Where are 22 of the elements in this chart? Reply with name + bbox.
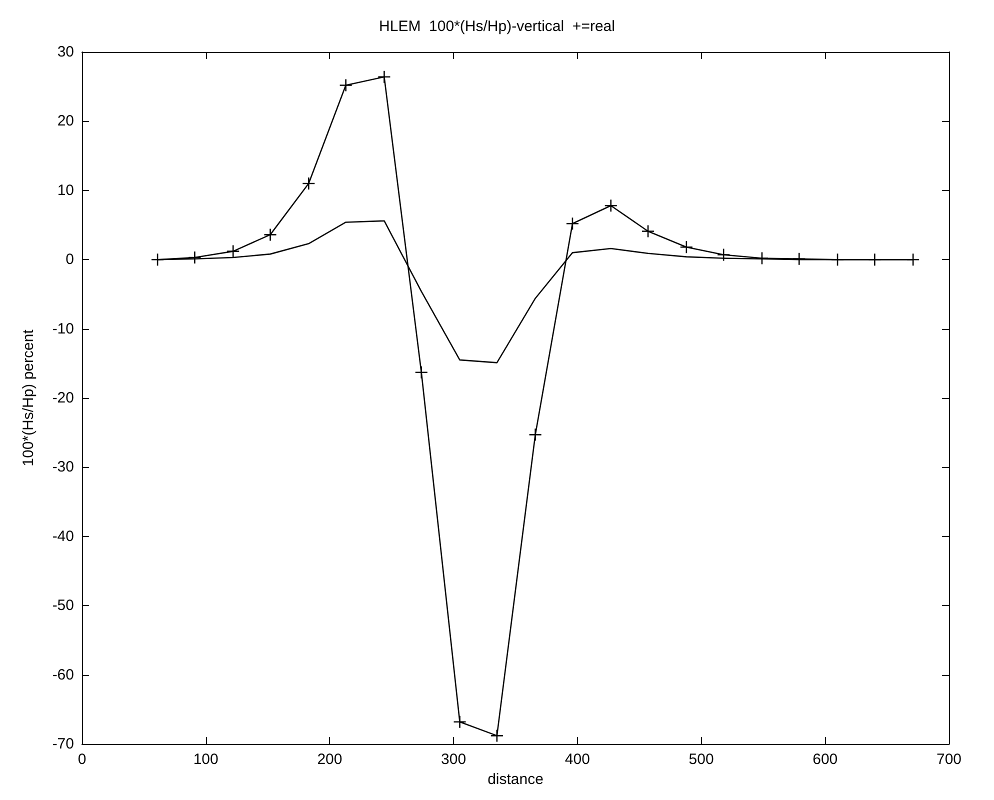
y-tick-label: -50: [52, 597, 74, 614]
y-tick-label: 10: [57, 182, 74, 199]
y-tick-label: 0: [66, 251, 74, 268]
x-tick-label: 100: [193, 751, 218, 768]
x-tick-label: 600: [812, 751, 838, 768]
chart-title: HLEM 100*(Hs/Hp)-vertical +=real: [379, 18, 615, 35]
y-tick-label: -40: [52, 528, 74, 545]
x-tick-label: 200: [317, 751, 342, 768]
y-tick-label: -20: [52, 390, 74, 406]
y-tick-label: -70: [52, 736, 74, 752]
x-tick-label: 700: [936, 751, 962, 768]
y-tick-label: 30: [57, 44, 74, 60]
x-tick-label: 0: [78, 751, 86, 768]
x-tick-label: 400: [564, 751, 590, 768]
y-tick-label: 20: [57, 112, 74, 130]
x-tick-label: 500: [688, 751, 714, 768]
y-tick-label: -30: [52, 458, 74, 476]
y-tick-label: -60: [52, 666, 74, 684]
y-tick-label: -10: [52, 320, 74, 338]
x-axis-title: distance: [488, 771, 544, 788]
y-axis-title: 100*(Hs/Hp) percent: [20, 328, 37, 466]
x-tick-label: 300: [441, 751, 466, 768]
